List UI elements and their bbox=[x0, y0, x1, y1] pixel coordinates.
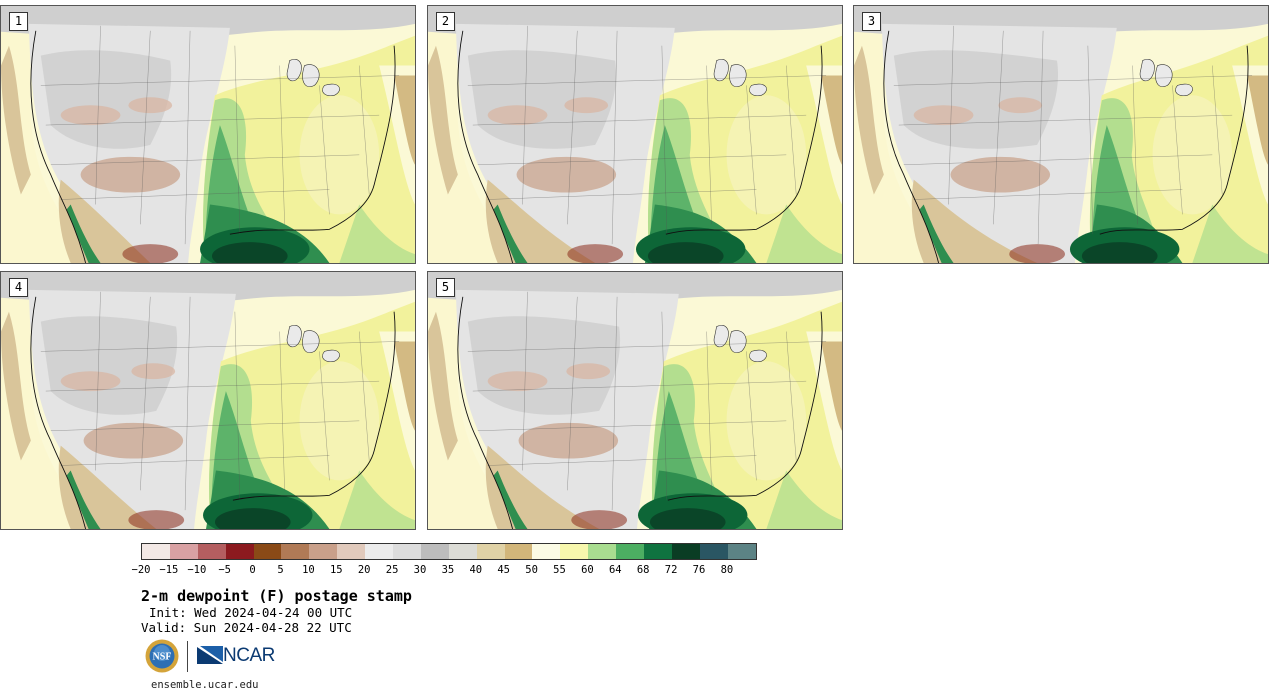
dewpoint-map-5 bbox=[428, 272, 842, 529]
logo-divider bbox=[187, 641, 188, 672]
dewpoint-map-3 bbox=[854, 6, 1268, 263]
color-bar-swatch bbox=[225, 544, 254, 559]
color-bar-tick-label: 45 bbox=[497, 564, 511, 576]
valid-time: Valid: Sun 2024-04-28 22 UTC bbox=[141, 620, 352, 635]
panel-number-badge: 4 bbox=[9, 278, 28, 297]
color-bar-swatch bbox=[281, 544, 310, 559]
color-bar-tick-label: 20 bbox=[357, 564, 371, 576]
figure-title: 2-m dewpoint (F) postage stamp bbox=[141, 587, 412, 605]
color-bar bbox=[141, 543, 757, 560]
init-time: Init: Wed 2024-04-24 00 UTC bbox=[149, 605, 353, 620]
color-bar-tick-label: 68 bbox=[636, 564, 650, 576]
color-bar-tick-label: 5 bbox=[277, 564, 284, 576]
color-bar-swatch bbox=[142, 544, 170, 559]
nsf-logo-icon: NSF bbox=[145, 639, 179, 673]
color-bar-swatch bbox=[616, 544, 645, 559]
map-panel-5: 5 bbox=[427, 271, 843, 530]
nsf-logo-text: NSF bbox=[153, 652, 172, 663]
color-bar-swatch bbox=[588, 544, 617, 559]
color-bar-tick-label: 64 bbox=[608, 564, 622, 576]
color-bar-swatch bbox=[197, 544, 226, 559]
color-bar-swatch bbox=[169, 544, 198, 559]
site-url: ensemble.ucar.edu bbox=[151, 679, 259, 691]
panel-number-badge: 2 bbox=[436, 12, 455, 31]
color-bar-swatch bbox=[365, 544, 394, 559]
color-bar-tick-label: 50 bbox=[525, 564, 538, 576]
color-bar-tick-label: −5 bbox=[218, 564, 232, 576]
color-bar-swatch bbox=[532, 544, 561, 559]
map-panel-3: 3 bbox=[853, 5, 1269, 264]
color-bar-tick-label: 76 bbox=[692, 564, 706, 576]
color-bar-tick-label: 80 bbox=[720, 564, 734, 576]
color-bar-tick-label: 30 bbox=[413, 564, 427, 576]
color-bar-ticks: −20 −15 −10 −5 0 5 10 15 20 25 30 35 40 45 50 55 60 64 68 7… bbox=[129, 564, 769, 578]
color-bar-swatch bbox=[504, 544, 533, 559]
map-panel-2: 2 bbox=[427, 5, 843, 264]
color-bar-tick-label: −10 bbox=[187, 564, 207, 576]
color-bar-swatch bbox=[671, 544, 700, 559]
color-bar-swatch bbox=[727, 544, 756, 559]
map-panel-4: 4 bbox=[0, 271, 416, 530]
dewpoint-map-2 bbox=[428, 6, 842, 263]
color-bar-tick-label: 72 bbox=[664, 564, 678, 576]
color-bar-swatch bbox=[448, 544, 477, 559]
color-bar-swatch bbox=[309, 544, 338, 559]
color-bar-swatch bbox=[393, 544, 421, 559]
panel-number-badge: 3 bbox=[862, 12, 881, 31]
color-bar-tick-label: 10 bbox=[302, 564, 315, 576]
color-bar-tick-label: −15 bbox=[159, 564, 179, 576]
color-bar-swatch bbox=[337, 544, 366, 559]
color-bar-tick-label: 55 bbox=[553, 564, 566, 576]
color-bar-tick-label: 60 bbox=[581, 564, 594, 576]
map-panel-1: 1 bbox=[0, 5, 416, 264]
color-bar-tick-label: −20 bbox=[131, 564, 151, 576]
color-bar-swatch bbox=[699, 544, 728, 559]
color-bar-tick-label: 15 bbox=[329, 564, 343, 576]
color-bar-tick-label: 0 bbox=[249, 564, 256, 576]
color-bar-swatch bbox=[253, 544, 282, 559]
color-bar-tick-label: 35 bbox=[441, 564, 455, 576]
color-bar-swatch bbox=[644, 544, 672, 559]
panel-number-badge: 1 bbox=[9, 12, 28, 31]
panel-number-badge: 5 bbox=[436, 278, 455, 297]
color-bar-tick-label: 25 bbox=[385, 564, 399, 576]
ncar-logo-text: NCAR bbox=[223, 645, 275, 666]
dewpoint-map-1 bbox=[1, 6, 415, 263]
color-bar-swatch bbox=[476, 544, 505, 559]
color-bar-swatch bbox=[420, 544, 449, 559]
color-bar-swatch bbox=[560, 544, 589, 559]
color-bar-tick-label: 40 bbox=[469, 564, 483, 576]
ncar-mark-icon bbox=[197, 646, 223, 664]
dewpoint-map-4 bbox=[1, 272, 415, 529]
